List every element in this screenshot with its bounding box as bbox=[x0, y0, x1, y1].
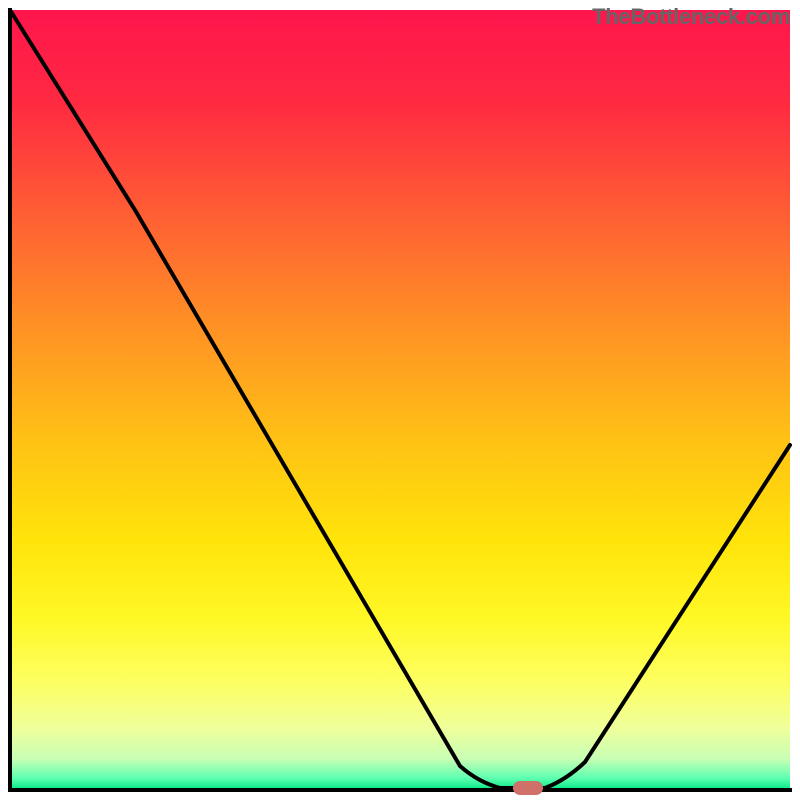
watermark-text: TheBottleneck.com bbox=[592, 4, 790, 30]
plot-background bbox=[10, 10, 790, 790]
optimal-marker bbox=[513, 781, 543, 795]
bottleneck-chart bbox=[0, 0, 800, 800]
chart-container: TheBottleneck.com bbox=[0, 0, 800, 800]
